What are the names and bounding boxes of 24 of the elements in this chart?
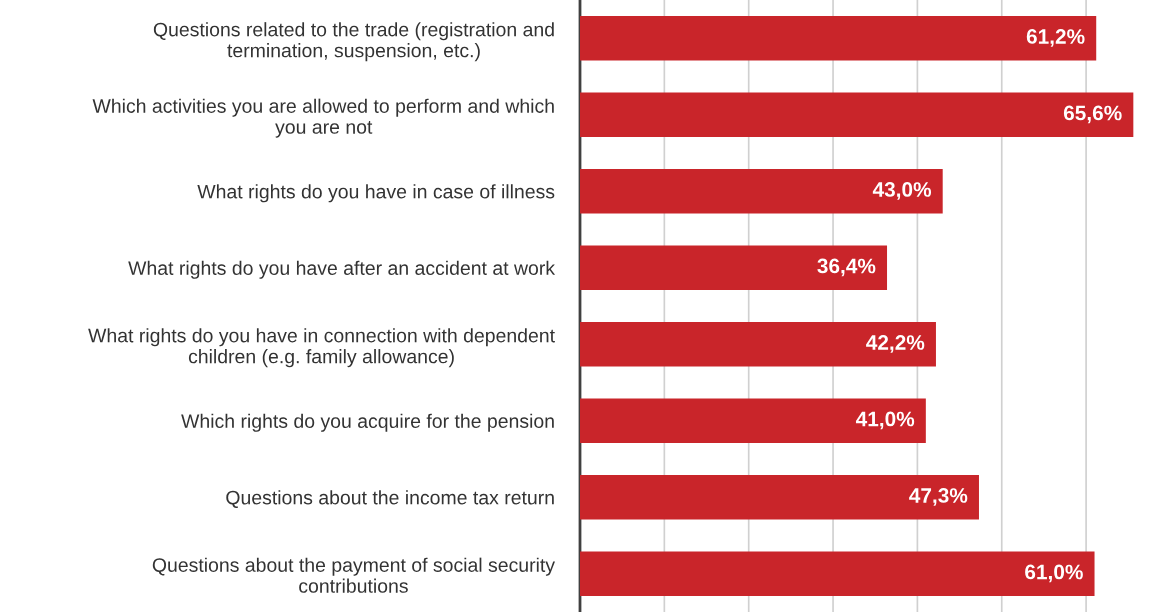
data-label: 65,6% (1063, 105, 1122, 124)
data-label: 47,3% (909, 488, 968, 506)
y-tick-label: What rights do you have in case of illness (197, 184, 555, 203)
y-tick-label: What rights do you have after an accident at work (128, 260, 556, 279)
data-label: 36,4% (817, 258, 876, 277)
bar (580, 92, 1134, 137)
bar (580, 551, 1095, 596)
y-tick-label: Questions about the payment of social security contributions (152, 557, 555, 593)
bar (580, 245, 888, 290)
y-tick-label: Questions about the income tax return (226, 490, 554, 508)
bar (580, 322, 936, 367)
y-tick-label: Which activities you are allowed to perform and which you are not (92, 98, 554, 138)
y-tick-label: Questions related to the trade (registration and termination, suspension, etc.) (153, 22, 554, 62)
bar (580, 475, 979, 520)
data-label: 42,2% (866, 335, 925, 353)
bar (580, 398, 926, 443)
y-tick-label: Which rights do you acquire for the pension (181, 413, 554, 432)
y-tick-label: What rights do you have in connection with dependent children (e.g. family allowance) (88, 328, 555, 368)
bar (580, 16, 1097, 61)
data-label: 43,0% (872, 182, 932, 200)
data-label: 41,0% (855, 411, 915, 430)
data-label: 61,2% (1026, 29, 1085, 47)
bar (580, 169, 943, 214)
data-label: 61,0% (1025, 564, 1083, 583)
